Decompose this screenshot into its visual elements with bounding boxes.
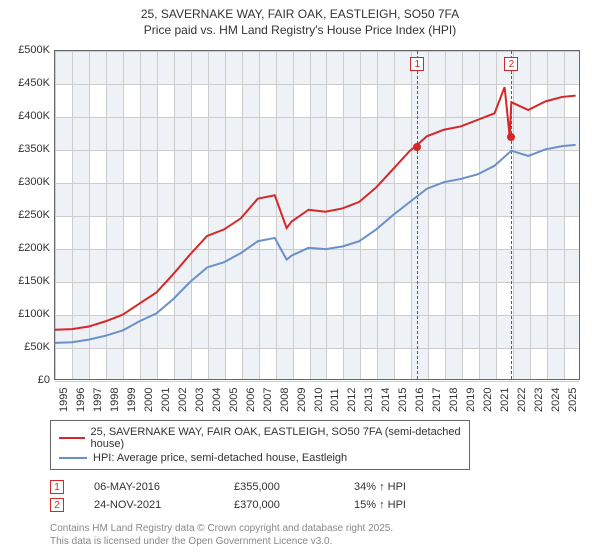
event-marker-badge: 2 [504, 57, 518, 71]
event-date: 06-MAY-2016 [94, 481, 204, 493]
y-tick-label: £400K [4, 110, 50, 122]
line-plot-svg [55, 51, 579, 379]
event-badge-icon: 1 [50, 480, 64, 494]
legend-item: HPI: Average price, semi-detached house,… [59, 451, 461, 465]
table-row: 2 24-NOV-2021 £370,000 15% ↑ HPI [50, 496, 600, 514]
x-tick-label: 2024 [550, 388, 562, 412]
x-tick-label: 2010 [313, 388, 325, 412]
x-tick-label: 2012 [346, 388, 358, 412]
events-table: 1 06-MAY-2016 £355,000 34% ↑ HPI 2 24-NO… [50, 478, 600, 514]
x-tick-label: 1995 [58, 388, 70, 412]
x-tick-label: 1997 [92, 388, 104, 412]
event-marker-badge: 1 [410, 57, 424, 71]
y-tick-label: £150K [4, 275, 50, 287]
event-date: 24-NOV-2021 [94, 499, 204, 511]
x-tick-label: 2020 [482, 388, 494, 412]
y-tick-label: £0 [4, 374, 50, 386]
series-line [55, 87, 576, 330]
legend-swatch [59, 437, 85, 439]
x-tick-label: 2005 [228, 388, 240, 412]
footer-line1: Contains HM Land Registry data © Crown c… [50, 522, 600, 535]
x-tick-label: 2018 [448, 388, 460, 412]
x-tick-label: 2007 [262, 388, 274, 412]
y-tick-label: £250K [4, 209, 50, 221]
x-tick-label: 2021 [499, 388, 511, 412]
event-price: £355,000 [234, 481, 324, 493]
x-tick-label: 2022 [516, 388, 528, 412]
y-tick-label: £100K [4, 308, 50, 320]
event-dot [413, 143, 421, 151]
x-tick-label: 2023 [533, 388, 545, 412]
event-badge-icon: 2 [50, 498, 64, 512]
x-tick-label: 1999 [126, 388, 138, 412]
legend-item: 25, SAVERNAKE WAY, FAIR OAK, EASTLEIGH, … [59, 425, 461, 451]
y-tick-label: £300K [4, 176, 50, 188]
y-tick-label: £500K [4, 44, 50, 56]
x-tick-label: 2006 [245, 388, 257, 412]
x-tick-label: 2000 [143, 388, 155, 412]
chart-title: 25, SAVERNAKE WAY, FAIR OAK, EASTLEIGH, … [0, 0, 600, 42]
chart-container: 12 £0£50K£100K£150K£200K£250K£300K£350K£… [10, 42, 590, 412]
event-price: £370,000 [234, 499, 324, 511]
x-tick-label: 2025 [567, 388, 579, 412]
y-tick-label: £350K [4, 143, 50, 155]
x-tick-label: 1998 [109, 388, 121, 412]
legend-label: HPI: Average price, semi-detached house,… [93, 452, 347, 464]
x-tick-label: 2008 [279, 388, 291, 412]
title-line1: 25, SAVERNAKE WAY, FAIR OAK, EASTLEIGH, … [10, 6, 590, 22]
x-tick-label: 2009 [296, 388, 308, 412]
event-dot [507, 133, 515, 141]
x-tick-label: 1996 [75, 388, 87, 412]
x-tick-label: 2001 [160, 388, 172, 412]
y-tick-label: £200K [4, 242, 50, 254]
legend-label: 25, SAVERNAKE WAY, FAIR OAK, EASTLEIGH, … [91, 426, 462, 450]
event-delta: 15% ↑ HPI [354, 499, 406, 511]
series-line [55, 145, 576, 343]
x-tick-label: 2013 [363, 388, 375, 412]
x-tick-label: 2017 [431, 388, 443, 412]
x-tick-label: 2014 [380, 388, 392, 412]
title-line2: Price paid vs. HM Land Registry's House … [10, 22, 590, 38]
x-tick-label: 2015 [397, 388, 409, 412]
table-row: 1 06-MAY-2016 £355,000 34% ↑ HPI [50, 478, 600, 496]
footer-note: Contains HM Land Registry data © Crown c… [50, 522, 600, 548]
y-tick-label: £50K [4, 341, 50, 353]
plot-area: 12 [54, 50, 580, 380]
legend: 25, SAVERNAKE WAY, FAIR OAK, EASTLEIGH, … [50, 420, 470, 470]
x-tick-label: 2011 [329, 389, 341, 413]
legend-swatch [59, 457, 87, 459]
x-tick-label: 2019 [465, 388, 477, 412]
event-delta: 34% ↑ HPI [354, 481, 406, 493]
x-tick-label: 2004 [211, 388, 223, 412]
y-tick-label: £450K [4, 77, 50, 89]
x-tick-label: 2002 [177, 388, 189, 412]
x-tick-label: 2016 [414, 388, 426, 412]
footer-line2: This data is licensed under the Open Gov… [50, 535, 600, 548]
x-tick-label: 2003 [194, 388, 206, 412]
